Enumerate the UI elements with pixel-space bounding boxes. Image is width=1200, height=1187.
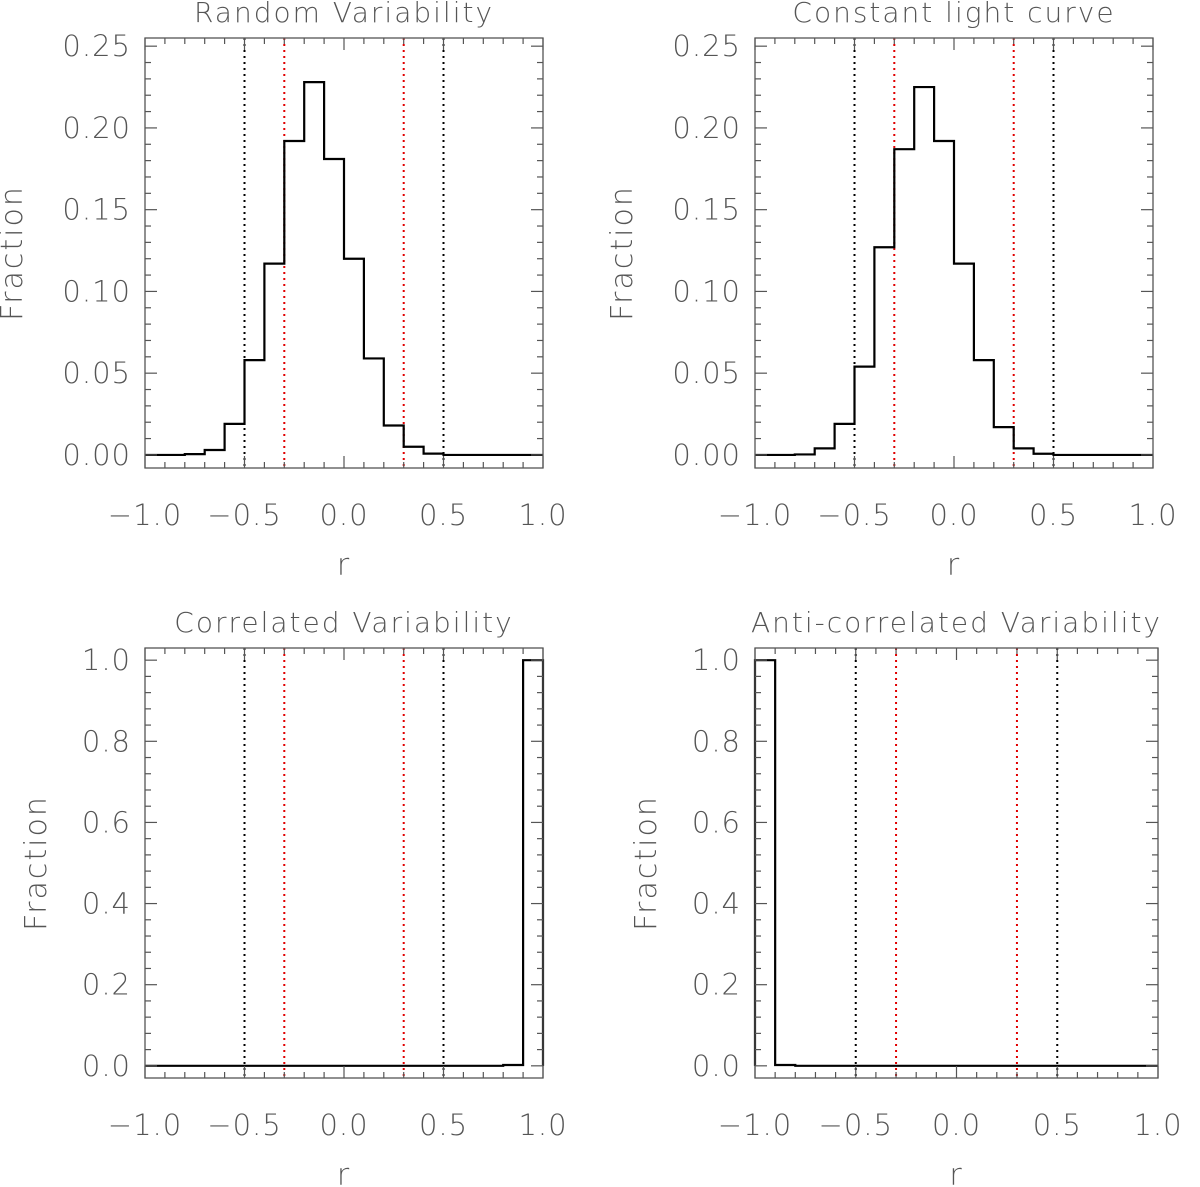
- y-tick-label: 0.2: [82, 968, 131, 1002]
- y-tick-label: 0.00: [62, 438, 131, 472]
- x-tick-label: 0.5: [419, 498, 468, 532]
- histogram-series: [753, 659, 1158, 1067]
- histogram-bin: [914, 87, 934, 455]
- y-tick-label: 0.15: [672, 193, 741, 227]
- histogram-bin: [225, 424, 245, 455]
- x-tick-label: 1.0: [1133, 1108, 1182, 1142]
- y-tick-label: 0.10: [62, 274, 131, 308]
- y-tick-label: 0.15: [62, 193, 131, 227]
- histogram-bin: [264, 264, 284, 455]
- histogram-bin: [364, 358, 384, 454]
- histogram-bin: [954, 264, 974, 455]
- y-tick-label: 0.8: [692, 724, 741, 758]
- y-tick-label: 0.6: [82, 805, 131, 839]
- y-axis-label: Fraction: [629, 795, 664, 931]
- panel-anti-correlated-variability: Anti-correlated Variability −1.0 −0.5 0.0 0.…: [629, 606, 1182, 1187]
- histogram-bin: [404, 447, 424, 455]
- chart-title: Random Variability: [194, 0, 494, 29]
- histogram-bin: [934, 141, 954, 455]
- y-tick-label: 0.0: [82, 1049, 131, 1083]
- panel-constant-light-curve: Constant light curve −1.0 −0.5 0.0 0.5 1.0 0.0…: [605, 0, 1177, 583]
- x-tick-label: 0.5: [1029, 498, 1078, 532]
- x-tick-label: −1.0: [718, 498, 792, 532]
- x-tick-label: 0.5: [419, 1108, 468, 1142]
- plot-frame: [754, 647, 1159, 1079]
- y-tick-label: 0.25: [672, 29, 741, 63]
- histogram-bin: [855, 367, 875, 455]
- histogram-bin: [894, 149, 914, 455]
- x-tick-label: 0.0: [319, 498, 368, 532]
- histogram-bin: [974, 360, 994, 455]
- chart-title: Correlated Variability: [174, 606, 513, 639]
- y-axis-label: Fraction: [605, 185, 640, 321]
- chart-title: Anti-correlated Variability: [751, 606, 1162, 639]
- y-tick-label: 0.0: [692, 1049, 741, 1083]
- histogram-bin: [874, 247, 894, 455]
- y-tick-label: 0.2: [692, 968, 741, 1002]
- x-tick-label: 0.0: [932, 1108, 981, 1142]
- histogram-bin: [324, 159, 344, 455]
- plot-frame: [144, 647, 544, 1079]
- histogram-bin: [755, 660, 775, 1066]
- x-tick-label: −0.5: [819, 1108, 893, 1142]
- chart-title: Constant light curve: [792, 0, 1115, 29]
- x-tick-label: −1.0: [108, 498, 182, 532]
- y-tick-label: 0.20: [672, 111, 741, 145]
- histogram-bin: [994, 427, 1014, 455]
- panel-random-variability: Random Variability −1.0 −0.5 0.0 0.5 1.0 0.00 0…: [0, 0, 567, 583]
- x-tick-label: 1.0: [518, 498, 567, 532]
- histogram-series: [755, 85, 1153, 457]
- histogram-series: [145, 81, 543, 457]
- y-tick-label: 0.20: [62, 111, 131, 145]
- y-tick-label: 0.05: [672, 356, 741, 390]
- x-tick-label: 0.0: [319, 1108, 368, 1142]
- y-tick-label: 0.6: [692, 805, 741, 839]
- x-tick-label: 1.0: [1128, 498, 1177, 532]
- x-tick-label: 1.0: [518, 1108, 567, 1142]
- y-tick-label: 1.0: [692, 643, 741, 677]
- histogram-bin: [304, 82, 324, 455]
- histogram-bin: [284, 141, 304, 455]
- x-axis-label: r: [337, 548, 351, 583]
- y-tick-label: 0.4: [82, 887, 131, 921]
- histogram-bin: [344, 259, 364, 455]
- y-axis-label: Fraction: [0, 185, 30, 321]
- y-tick-label: 0.8: [82, 724, 131, 758]
- x-axis-label: r: [337, 1158, 351, 1187]
- x-tick-label: −0.5: [207, 1108, 281, 1142]
- histogram-bin: [384, 425, 404, 454]
- x-tick-label: 0.0: [929, 498, 978, 532]
- x-axis-label: r: [947, 548, 961, 583]
- histogram-series: [145, 659, 545, 1067]
- y-tick-label: 0.00: [672, 438, 741, 472]
- y-tick-label: 0.05: [62, 356, 131, 390]
- x-tick-label: −1.0: [718, 1108, 792, 1142]
- histogram-bin: [835, 424, 855, 455]
- histogram-bin: [245, 360, 265, 455]
- y-tick-label: 0.4: [692, 887, 741, 921]
- x-axis-label: r: [949, 1158, 963, 1187]
- y-tick-label: 1.0: [82, 643, 131, 677]
- y-tick-label: 0.25: [62, 29, 131, 63]
- y-tick-label: 0.10: [672, 274, 741, 308]
- panel-correlated-variability: Correlated Variability −1.0 −0.5 0.0 0.5 1.0 0…: [19, 606, 567, 1187]
- histogram-bin: [523, 660, 543, 1066]
- y-axis-label: Fraction: [19, 795, 54, 931]
- x-tick-label: −0.5: [207, 498, 281, 532]
- x-tick-label: −1.0: [108, 1108, 182, 1142]
- x-tick-label: 0.5: [1033, 1108, 1082, 1142]
- x-tick-label: −0.5: [817, 498, 891, 532]
